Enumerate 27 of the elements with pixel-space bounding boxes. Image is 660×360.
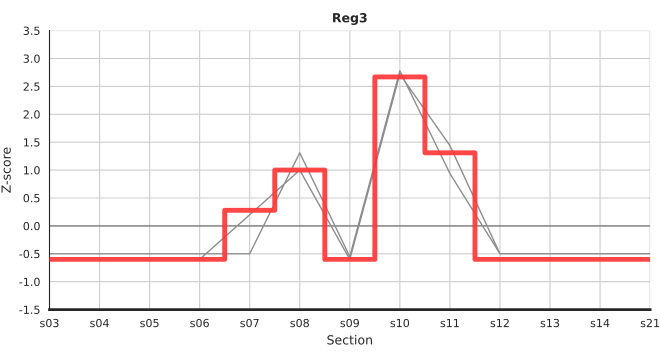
y-tick-label: 3.0 [24, 54, 40, 63]
y-tick-label: 1.5 [24, 138, 40, 147]
x-tick-label: s13 [540, 318, 560, 328]
y-tick-label: 2.5 [24, 82, 40, 91]
x-tick-label: s21 [640, 318, 660, 328]
x-tick-label: s08 [290, 318, 309, 328]
x-tick-label: s09 [340, 318, 359, 328]
y-tick-label: 2.0 [24, 110, 40, 119]
x-tick-label: s06 [190, 318, 209, 328]
y-tick-label: -1.5 [19, 306, 40, 314]
y-tick-label: 0.0 [24, 222, 40, 230]
x-tick-label: s14 [590, 318, 610, 328]
y-tick-label: 0.5 [24, 194, 40, 202]
x-tick-label: s12 [490, 318, 509, 328]
x-tick-label: s07 [240, 318, 259, 328]
y-tick-label: -1.0 [19, 278, 40, 286]
y-axis-title: Z-score [2, 148, 11, 193]
x-tick-label: s03 [40, 318, 59, 328]
y-tick-label: 3.5 [24, 26, 40, 35]
chart-title: Reg3 [333, 12, 367, 25]
x-tick-label: s11 [440, 318, 459, 328]
y-tick-label: 1.0 [24, 166, 40, 174]
x-tick-label: s10 [390, 318, 410, 328]
x-tick-label: s04 [90, 318, 109, 328]
y-tick-label: -0.5 [19, 250, 40, 258]
x-axis-title: Section [327, 334, 372, 345]
x-tick-label: s05 [140, 318, 159, 328]
